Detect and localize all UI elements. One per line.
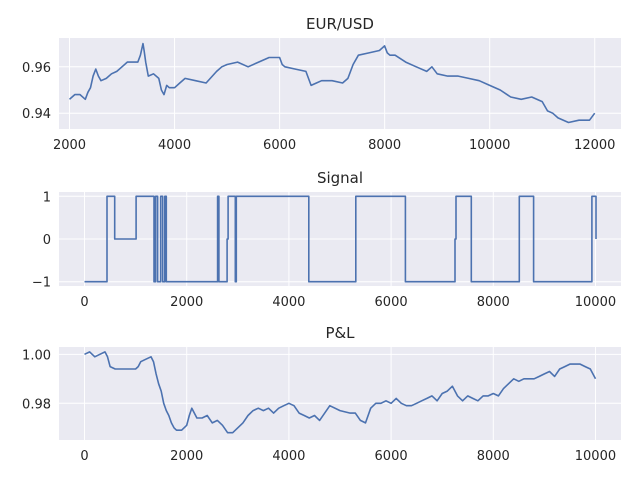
chart-title: Signal [317, 169, 363, 187]
x-tick-label: 2000 [53, 138, 86, 153]
x-tick-label: 2000 [170, 449, 203, 464]
x-tick-label: 0 [80, 449, 88, 464]
y-tick-label: 0.96 [22, 61, 51, 76]
series-line-1 [84, 351, 597, 434]
chart-panel-2: 0 2000 4000 6000 8000 10000 1 0 −1 Signal [32, 169, 621, 310]
x-tick-label: 12000 [574, 138, 615, 153]
x-tick-label: 8000 [368, 138, 401, 153]
plot-area [59, 347, 621, 440]
x-tick-label: 6000 [375, 449, 408, 464]
y-tick-label: −1 [32, 276, 51, 291]
chart-title: EUR/USD [306, 15, 374, 33]
x-tick-label: 4000 [272, 449, 305, 464]
series-line-1 [84, 195, 597, 283]
x-tick-label: 6000 [263, 138, 296, 153]
x-tick-label: 6000 [375, 295, 408, 310]
x-tick-label: 2000 [170, 295, 203, 310]
x-tick-label: 10000 [575, 449, 616, 464]
chart-panel-3: 0 2000 4000 6000 8000 10000 1.00 0.98 P&L [22, 324, 621, 464]
y-tick-label: 0.94 [22, 107, 51, 122]
y-tick-label: 1.00 [22, 348, 51, 363]
x-tick-label: 10000 [469, 138, 510, 153]
series-line-1 [68, 42, 596, 124]
chart-title: P&L [325, 324, 355, 342]
chart-panel-1: 2000 4000 6000 8000 10000 12000 0.94 0.96 EUR/US… [22, 15, 621, 153]
y-tick-label: 0.98 [22, 397, 51, 412]
plot-area [59, 38, 621, 129]
x-tick-label: 8000 [477, 295, 510, 310]
x-tick-label: 8000 [477, 449, 510, 464]
y-tick-label: 0 [43, 233, 51, 248]
x-tick-label: 10000 [575, 295, 616, 310]
x-tick-label: 0 [80, 295, 88, 310]
x-tick-label: 4000 [272, 295, 305, 310]
x-tick-label: 4000 [158, 138, 191, 153]
y-tick-label: 1 [43, 190, 51, 205]
